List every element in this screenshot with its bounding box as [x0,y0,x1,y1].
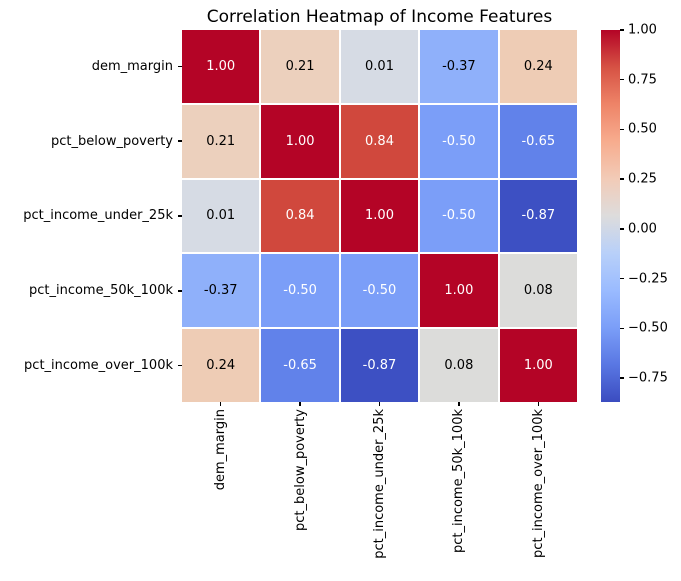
cell-value: 0.01 [365,58,394,74]
heatmap-cell: 0.84 [261,179,339,253]
heatmap-cell: -0.50 [340,254,419,328]
heatmap-cell: 1.00 [261,104,339,178]
colorbar-tick-label: −0.25 [628,271,668,287]
colorbar-tick-label: −0.50 [628,320,668,336]
heatmap-cell: -0.37 [182,254,260,328]
x-tick-mark [458,402,460,406]
heatmap-cell: 0.24 [499,30,577,103]
y-tick-mark [178,364,182,367]
chart-title: Correlation Heatmap of Income Features [206,7,553,27]
heatmap-cell: 0.84 [340,104,419,178]
cell-value: -0.50 [442,208,476,224]
colorbar-tick-label: 0.25 [628,171,657,187]
colorbar-tick-label: 0.00 [628,221,657,237]
cell-value: -0.50 [283,283,317,299]
y-tick-label: pct_income_over_100k [24,358,173,374]
colorbar-tick-mark [620,377,624,379]
x-tick-label: pct_below_poverty [292,409,308,531]
cell-value: 0.01 [206,208,236,224]
x-tick-mark [299,402,301,406]
heatmap-cell: 1.00 [420,254,498,328]
heatmap-cell: -0.65 [499,104,577,178]
colorbar-tick-mark [620,228,624,230]
heatmap-cell: 0.08 [499,254,577,328]
colorbar-tick-label: 0.50 [628,121,657,137]
heatmap-cell: 0.01 [182,179,260,253]
heatmap-cell: 0.24 [182,329,260,402]
y-tick-mark [178,290,182,292]
heatmap-cell: -0.50 [420,179,498,253]
colorbar-tick-label: 0.75 [628,72,657,88]
cell-value: 1.00 [206,58,236,74]
heatmap-cell: -0.87 [340,329,419,402]
cell-value: 0.08 [523,283,553,299]
cell-value: 1.00 [285,133,315,149]
cell-value: 0.08 [444,358,474,374]
y-tick-label: pct_income_50k_100k [28,283,173,299]
colorbar-tick-mark [620,327,624,330]
cell-value: -0.37 [442,58,476,74]
colorbar-tick-mark [620,277,624,280]
heatmap-cell: -0.65 [261,329,339,402]
cell-value: -0.37 [203,283,238,299]
cell-value: 1.00 [365,208,394,224]
x-tick-label: pct_income_under_25k [371,409,387,559]
cell-value: 1.00 [523,358,553,374]
colorbar-tick-label: 1.00 [628,22,657,38]
heatmap-cell: -0.87 [499,179,577,253]
cell-value: -0.87 [362,358,397,374]
y-tick-label: pct_below_poverty [51,133,173,149]
cell-value: -0.65 [283,358,317,374]
cell-value: 0.84 [365,133,394,149]
heatmap-grid: 1.00 0.21 0.01 -0.37 0.24 0.21 1.00 0.84 -0.50 -0… [182,30,577,402]
colorbar-tick-mark [620,178,624,180]
heatmap-cell: 0.08 [420,329,498,402]
cell-value: 0.24 [523,58,553,74]
colorbar [601,30,620,402]
cell-value: -0.50 [442,133,476,149]
x-tick-mark [378,402,381,406]
heatmap-cell: 1.00 [182,30,260,103]
colorbar-tick-mark [620,29,624,31]
y-tick-mark [178,140,182,142]
heatmap-cell: -0.50 [420,104,498,178]
y-tick-label: dem_margin [91,58,173,74]
colorbar-tick-mark [620,78,624,81]
heatmap-cell: 1.00 [340,179,419,253]
heatmap-cell: 0.01 [340,30,419,103]
x-tick-label: dem_margin [213,409,229,491]
y-tick-mark [178,65,182,68]
heatmap-cell: -0.50 [261,254,339,328]
x-tick-label: pct_income_50k_100k [451,409,467,554]
x-tick-mark [537,402,540,406]
y-tick-label: pct_income_under_25k [23,208,173,224]
colorbar-tick-mark [620,128,624,131]
cell-value: -0.50 [362,283,397,299]
heatmap-cell: 0.21 [261,30,339,103]
cell-value: 0.21 [285,58,315,74]
cell-value: -0.87 [521,208,556,224]
y-tick-mark [178,215,182,217]
cell-value: 0.84 [285,208,315,224]
cell-value: -0.65 [521,133,556,149]
x-tick-mark [219,402,222,406]
heatmap-cell: -0.37 [420,30,498,103]
cell-value: 1.00 [444,283,474,299]
colorbar-tick-label: −0.75 [628,370,668,386]
x-tick-label: pct_income_over_100k [530,409,546,558]
cell-value: 0.24 [206,358,236,374]
heatmap-cell: 0.21 [182,104,260,178]
cell-value: 0.21 [206,133,236,149]
heatmap-cell: 1.00 [499,329,577,402]
